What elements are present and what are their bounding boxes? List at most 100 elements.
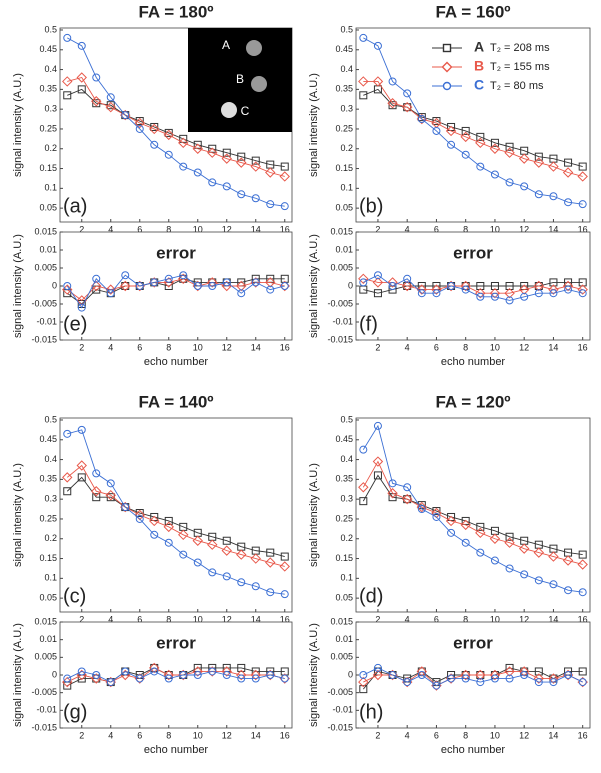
x-tick-label: 10 bbox=[490, 224, 500, 234]
series-line bbox=[66, 278, 285, 301]
marker bbox=[432, 507, 441, 516]
marker bbox=[250, 669, 261, 681]
series-line bbox=[363, 88, 583, 168]
marker bbox=[92, 274, 101, 283]
y-tick-label: 0.1 bbox=[340, 183, 353, 193]
marker bbox=[164, 516, 173, 525]
marker bbox=[388, 479, 397, 488]
marker bbox=[237, 190, 246, 199]
marker bbox=[504, 287, 515, 299]
x-tick-label: 12 bbox=[519, 224, 529, 234]
marker bbox=[279, 171, 290, 182]
chart-title: FA = 160º bbox=[435, 2, 510, 21]
marker bbox=[476, 522, 485, 531]
series-line bbox=[363, 667, 583, 687]
marker bbox=[164, 538, 173, 547]
inset-label: B bbox=[236, 72, 244, 86]
y-tick-label: 0.015 bbox=[34, 616, 57, 626]
y-tick-label: 0.35 bbox=[335, 474, 353, 484]
y-tick-label: 0.2 bbox=[44, 143, 57, 153]
y-tick-label: 0.1 bbox=[44, 573, 57, 583]
marker bbox=[62, 76, 73, 87]
series-line bbox=[67, 37, 285, 207]
y-tick-label: 0.15 bbox=[39, 553, 57, 563]
marker bbox=[387, 488, 398, 499]
marker bbox=[505, 178, 514, 187]
marker bbox=[447, 674, 456, 683]
marker bbox=[578, 588, 587, 597]
x-tick-label: 14 bbox=[251, 614, 261, 624]
plot-area bbox=[355, 27, 591, 223]
x-tick-label: 8 bbox=[463, 224, 468, 234]
legend-name: C bbox=[474, 77, 484, 93]
y-tick-label: 0.35 bbox=[39, 474, 57, 484]
chart-title: error bbox=[453, 243, 493, 262]
marker bbox=[461, 674, 470, 683]
series-line bbox=[362, 424, 583, 593]
marker bbox=[280, 674, 289, 683]
y-tick-label: 0.05 bbox=[39, 203, 57, 213]
marker bbox=[445, 125, 457, 137]
marker bbox=[280, 590, 289, 599]
marker bbox=[578, 667, 587, 676]
panel-label: (d) bbox=[359, 585, 383, 607]
x-tick-label: 8 bbox=[166, 224, 171, 234]
marker bbox=[106, 479, 115, 488]
marker bbox=[359, 671, 368, 679]
marker bbox=[237, 289, 246, 298]
x-axis-label: echo number bbox=[441, 356, 506, 368]
marker bbox=[135, 674, 144, 683]
marker bbox=[251, 674, 260, 683]
marker bbox=[222, 671, 231, 679]
marker bbox=[432, 681, 441, 690]
marker bbox=[460, 519, 471, 531]
marker bbox=[534, 576, 543, 585]
marker bbox=[490, 170, 499, 179]
y-tick-label: 0.15 bbox=[335, 163, 353, 173]
marker bbox=[447, 282, 456, 290]
marker bbox=[193, 168, 202, 177]
marker bbox=[359, 685, 368, 694]
panel-label: (g) bbox=[63, 701, 87, 723]
marker bbox=[192, 535, 203, 546]
marker bbox=[432, 117, 441, 126]
marker bbox=[208, 178, 217, 187]
panel-label: (a) bbox=[63, 195, 87, 217]
marker bbox=[251, 156, 260, 165]
y-tick-label: 0.01 bbox=[335, 634, 353, 644]
marker bbox=[222, 182, 231, 191]
y-tick-label: 0.3 bbox=[340, 494, 353, 504]
marker bbox=[62, 472, 73, 483]
marker bbox=[149, 123, 160, 135]
panel-label: (e) bbox=[63, 313, 87, 335]
x-tick-label: 4 bbox=[405, 224, 410, 234]
marker bbox=[207, 539, 218, 550]
marker bbox=[562, 280, 574, 292]
marker bbox=[490, 138, 499, 147]
inset-label: A bbox=[222, 38, 230, 52]
chart-title: FA = 120º bbox=[435, 392, 510, 411]
y-tick-label: 0 bbox=[348, 669, 353, 679]
marker bbox=[489, 143, 501, 154]
chart-title: error bbox=[156, 243, 196, 262]
legend-label: T₂ = 208 ms bbox=[490, 42, 550, 54]
marker bbox=[222, 572, 231, 581]
y-axis-label: signal intensity (A.U.) bbox=[308, 463, 320, 567]
y-axis-label: signal intensity (A.U.) bbox=[12, 463, 24, 567]
y-tick-label: 0.4 bbox=[44, 64, 57, 74]
marker bbox=[490, 282, 499, 290]
marker bbox=[562, 167, 574, 178]
marker bbox=[505, 142, 514, 151]
marker bbox=[358, 76, 369, 87]
x-tick-label: 8 bbox=[463, 614, 468, 624]
y-tick-label: -0.005 bbox=[31, 298, 57, 308]
marker bbox=[163, 669, 174, 681]
marker bbox=[489, 287, 501, 299]
x-tick-label: 6 bbox=[137, 730, 142, 740]
marker bbox=[179, 162, 188, 171]
marker bbox=[150, 278, 159, 287]
marker bbox=[534, 190, 543, 199]
series-line bbox=[66, 274, 285, 309]
y-tick-label: 0 bbox=[52, 280, 57, 290]
marker bbox=[265, 167, 276, 178]
